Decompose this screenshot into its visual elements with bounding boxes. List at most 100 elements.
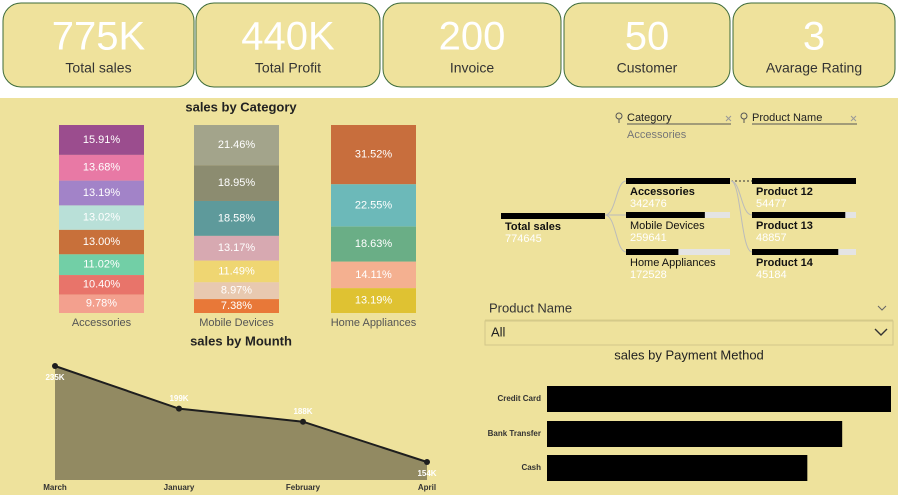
kpi-label: Total sales	[65, 60, 131, 76]
bar-segment	[59, 125, 144, 155]
kpi-value: 50	[625, 15, 670, 59]
y-tick-label: Cash	[521, 463, 541, 472]
kpi-value: 200	[439, 15, 506, 59]
x-tick-label: April	[418, 483, 436, 492]
kpi-label: Total Profit	[255, 60, 321, 76]
data-label: 21.46%	[218, 139, 256, 151]
bar-segment	[59, 180, 144, 206]
kpi-card	[732, 2, 896, 88]
bar-segment	[59, 205, 144, 230]
tree-connector	[604, 180, 627, 216]
kpi-value: 3	[803, 15, 825, 59]
tree-node-value: 259641	[630, 232, 667, 244]
bar	[547, 421, 843, 447]
kpi-card	[382, 2, 562, 88]
data-label: 235K	[45, 373, 64, 382]
point	[424, 459, 430, 465]
tree-bar	[752, 249, 839, 255]
bar-segment	[59, 275, 144, 295]
tree-bar	[626, 178, 730, 184]
slicer-dropdown[interactable]	[484, 320, 894, 346]
chart-title: sales by Payment Method	[614, 347, 764, 362]
bar-segment	[194, 200, 279, 236]
tree-node-value: 54477	[756, 198, 787, 210]
bar-segment	[331, 261, 416, 289]
data-label: 8.97%	[221, 285, 252, 297]
x-tick-label: January	[164, 483, 195, 492]
kpi-label: Avarage Rating	[766, 60, 862, 76]
data-label: 13.00%	[83, 236, 121, 248]
filter-value: Accessories	[627, 129, 687, 141]
bar-segment	[194, 165, 279, 201]
tree-node-value: 774645	[505, 233, 542, 245]
point	[52, 363, 58, 369]
bar-segment	[59, 254, 144, 276]
data-label: 154K	[417, 469, 436, 478]
bar-segment	[331, 226, 416, 262]
data-label: 31.52%	[355, 149, 393, 161]
data-label: 13.19%	[355, 295, 393, 307]
y-tick-label: Credit Card	[497, 394, 541, 403]
kpi-label: Invoice	[450, 60, 495, 76]
data-label: 13.17%	[218, 242, 256, 254]
data-label: 11.49%	[218, 265, 255, 277]
data-label: 9.78%	[86, 298, 117, 310]
data-label: 18.95%	[218, 177, 256, 189]
bar-segment	[331, 288, 416, 313]
tree-node-value: 342476	[630, 198, 667, 210]
dropdown-chevron[interactable]	[874, 328, 888, 336]
remove-filter[interactable]	[850, 115, 857, 122]
slicer-selection[interactable]: All	[491, 324, 506, 339]
tree-node-value: 172528	[630, 269, 667, 281]
tree-node-value: 48857	[756, 232, 787, 244]
bar-segment	[331, 125, 416, 185]
tree-bar	[626, 249, 679, 255]
tree-node-label: Accessories	[630, 186, 695, 198]
bar-segment	[331, 184, 416, 227]
kpi-card	[563, 2, 731, 88]
data-label: 11.02%	[83, 259, 120, 271]
chart-title: sales by Category	[185, 99, 297, 114]
filter-label[interactable]: Product Name	[752, 112, 822, 124]
tree-bar	[752, 212, 846, 218]
area	[55, 366, 427, 480]
slicer-chevron[interactable]	[877, 305, 887, 311]
bar-segment	[194, 260, 279, 283]
chart-title: sales by Mounth	[190, 333, 292, 348]
x-tick-label: March	[43, 483, 67, 492]
kpi-card	[2, 2, 195, 88]
x-tick-label: February	[286, 483, 321, 492]
remove-filter[interactable]	[725, 115, 732, 122]
slicer-label: Product Name	[489, 300, 572, 315]
line	[54, 365, 428, 463]
tree-node-label: Mobile Devices	[630, 220, 705, 232]
point	[176, 405, 182, 412]
data-label: 22.55%	[355, 199, 393, 211]
data-label: 15.91%	[83, 134, 121, 146]
tree-node-value: 45184	[756, 269, 787, 281]
point	[300, 418, 306, 425]
tree-bar	[626, 212, 705, 218]
data-label: 10.40%	[83, 279, 121, 291]
tree-node-label: Total sales	[505, 221, 561, 233]
tree-bar	[752, 178, 856, 184]
data-label: 188K	[293, 407, 312, 416]
bar-segment	[194, 235, 279, 261]
tree-connector	[604, 214, 627, 253]
bar-segment	[59, 154, 144, 181]
data-label: 13.19%	[83, 187, 121, 199]
tree-node-label: Product 13	[756, 220, 813, 232]
data-label: 7.38%	[221, 300, 252, 312]
bar	[547, 455, 808, 481]
bar-segment	[194, 299, 279, 313]
x-tick-label: Mobile Devices	[199, 317, 274, 329]
bar-segment	[194, 282, 279, 300]
filter-label[interactable]: Category	[627, 112, 672, 124]
data-label: 199K	[169, 394, 188, 403]
bar-segment	[59, 294, 144, 313]
data-label: 14.11%	[355, 269, 392, 281]
data-label: 18.58%	[218, 212, 256, 224]
bar	[547, 386, 891, 412]
